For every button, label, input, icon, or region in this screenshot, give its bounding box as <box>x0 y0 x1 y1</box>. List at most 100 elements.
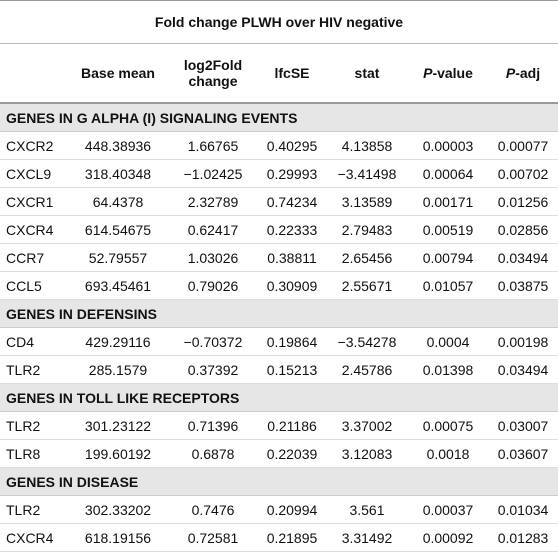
gene-name: TLR8 <box>0 439 68 468</box>
cell: 0.01398 <box>408 355 488 384</box>
cell: 0.00702 <box>488 159 558 188</box>
header-part: change <box>188 73 238 89</box>
cell: 0.00198 <box>488 327 558 356</box>
gene-name: CXCR1 <box>0 187 68 216</box>
cell: 1.66765 <box>168 131 258 160</box>
cell: 0.03007 <box>488 411 558 440</box>
header-row: Base mean log2Fold change lfcSE stat P-value P… <box>0 43 558 104</box>
column-header <box>0 43 68 104</box>
cell: 3.13589 <box>326 187 408 216</box>
cell: 0.0018 <box>408 439 488 468</box>
gene-name: CCL5 <box>0 271 68 300</box>
cell: 3.561 <box>326 495 408 524</box>
cell: 3.37002 <box>326 411 408 440</box>
cell: 0.30909 <box>258 271 326 300</box>
cell: 0.00075 <box>408 411 488 440</box>
section-row: GENES IN DISEASE <box>0 467 558 496</box>
cell: 0.40295 <box>258 131 326 160</box>
cell: 0.19864 <box>258 327 326 356</box>
cell: −3.54278 <box>326 327 408 356</box>
cell: 301.23122 <box>68 411 168 440</box>
column-header: log2Fold change <box>168 43 258 104</box>
section-label: GENES IN DISEASE <box>0 467 558 496</box>
data-row: CXCL9 318.40348 −1.02425 0.29993 −3.41498 0.0… <box>0 159 558 188</box>
cell: 0.29993 <box>258 159 326 188</box>
cell: 318.40348 <box>68 159 168 188</box>
cell: 2.32789 <box>168 187 258 216</box>
header-part: P <box>505 65 516 81</box>
cell: 199.60192 <box>68 439 168 468</box>
section-label: GENES IN TOLL LIKE RECEPTORS <box>0 383 558 412</box>
cell: 0.0004 <box>408 327 488 356</box>
cell: −1.02425 <box>168 159 258 188</box>
section-row: GENES IN TOLL LIKE RECEPTORS <box>0 383 558 412</box>
gene-name: TLR2 <box>0 495 68 524</box>
cell: 1.03026 <box>168 243 258 272</box>
cell: 0.01057 <box>408 271 488 300</box>
cell: 0.03607 <box>488 439 558 468</box>
section-label: GENES IN DEFENSINS <box>0 299 558 328</box>
cell: 0.22039 <box>258 439 326 468</box>
cell: 4.13858 <box>326 131 408 160</box>
gene-name: CXCR4 <box>0 215 68 244</box>
cell: 0.01034 <box>488 495 558 524</box>
cell: 2.65456 <box>326 243 408 272</box>
cell: 0.71396 <box>168 411 258 440</box>
cell: −3.41498 <box>326 159 408 188</box>
gene-name: CD4 <box>0 327 68 356</box>
data-row: CXCR2 448.38936 1.66765 0.40295 4.13858 0.000… <box>0 131 558 160</box>
gene-name: CXCL9 <box>0 159 68 188</box>
data-row: CCL5 693.45461 0.79026 0.30909 2.55671 0.0105… <box>0 271 558 300</box>
cell: 0.00794 <box>408 243 488 272</box>
data-row: TLR2 285.1579 0.37392 0.15213 2.45786 0.01398… <box>0 355 558 384</box>
header-part: log2Fold <box>183 57 243 73</box>
cell: 0.37392 <box>168 355 258 384</box>
header-part: -value <box>432 65 473 81</box>
cell: 0.21186 <box>258 411 326 440</box>
cell: 0.20994 <box>258 495 326 524</box>
data-row: TLR2 302.33202 0.7476 0.20994 3.561 0.00037 0.… <box>0 495 558 524</box>
data-row: TLR8 199.60192 0.6878 0.22039 3.12083 0.0018 0… <box>0 439 558 468</box>
cell: 0.38811 <box>258 243 326 272</box>
cell: 448.38936 <box>68 131 168 160</box>
header-part: P <box>423 65 433 81</box>
cell: 0.6878 <box>168 439 258 468</box>
cell: 693.45461 <box>68 271 168 300</box>
cell: 0.02856 <box>488 215 558 244</box>
cell: 52.79557 <box>68 243 168 272</box>
column-header: stat <box>326 43 408 104</box>
table-title: Fold change PLWH over HIV negative <box>0 0 558 44</box>
column-header: Base mean <box>68 43 168 104</box>
data-row: CCR7 52.79557 1.03026 0.38811 2.65456 0.00794… <box>0 243 558 272</box>
cell: 0.00171 <box>408 187 488 216</box>
cell: 0.00037 <box>408 495 488 524</box>
header-part: -adj <box>515 65 541 81</box>
cell: 0.03494 <box>488 355 558 384</box>
cell: 0.00003 <box>408 131 488 160</box>
cell: 2.55671 <box>326 271 408 300</box>
cell: 614.54675 <box>68 215 168 244</box>
cell: 0.74234 <box>258 187 326 216</box>
cell: 0.00077 <box>488 131 558 160</box>
section-row: GENES IN DEFENSINS <box>0 299 558 328</box>
cell: 0.01256 <box>488 187 558 216</box>
section-row: GENES IN G ALPHA (I) SIGNALING EVENTS <box>0 103 558 132</box>
cell: 0.62417 <box>168 215 258 244</box>
cell: 0.00064 <box>408 159 488 188</box>
cell: 0.15213 <box>258 355 326 384</box>
data-row: CXCR4 614.54675 0.62417 0.22333 2.79483 0.005… <box>0 215 558 244</box>
column-header: P-value <box>408 43 488 104</box>
cell: 429.29116 <box>68 327 168 356</box>
table-body: GENES IN G ALPHA (I) SIGNALING EVENTS CXC… <box>0 103 558 552</box>
cell: 302.33202 <box>68 495 168 524</box>
cell: 0.79026 <box>168 271 258 300</box>
cell: 0.22333 <box>258 215 326 244</box>
gene-name: TLR2 <box>0 411 68 440</box>
cell: −0.70372 <box>168 327 258 356</box>
cell: 0.03875 <box>488 271 558 300</box>
cell: 0.00519 <box>408 215 488 244</box>
cell: 0.7476 <box>168 495 258 524</box>
cell: 64.4378 <box>68 187 168 216</box>
data-row: CXCR1 64.4378 2.32789 0.74234 3.13589 0.00171… <box>0 187 558 216</box>
